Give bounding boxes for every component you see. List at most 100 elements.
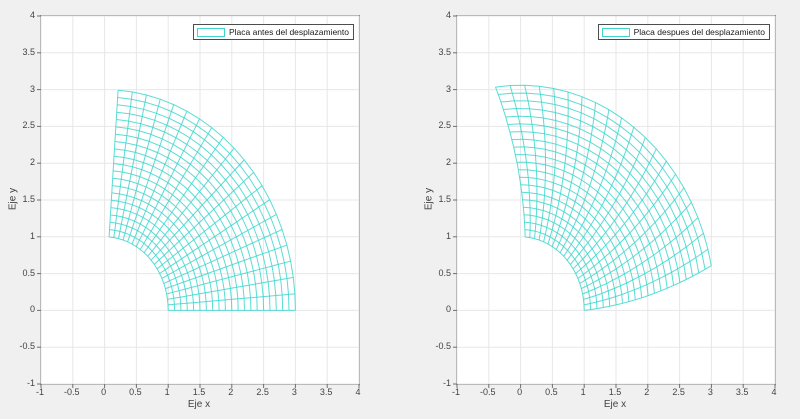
mesh-radial — [143, 137, 224, 253]
mesh-radial — [163, 229, 283, 284]
mesh-radial — [566, 127, 635, 261]
y-tick-label: 4 — [445, 10, 451, 20]
y-tick-label: 3 — [29, 83, 35, 94]
x-tick-label: 3 — [707, 387, 713, 397]
mesh-radial — [583, 248, 709, 306]
mesh-radial — [161, 213, 277, 279]
x-tick-label: 2.5 — [672, 387, 685, 397]
grid-lines — [456, 15, 776, 385]
x-tick-label: 3 — [291, 387, 297, 397]
legend-swatch-icon — [601, 27, 630, 37]
mesh-radial — [150, 159, 245, 261]
legend-label: Placa despues del desplazamiento — [633, 27, 765, 37]
x-axis-label: Eje x — [187, 399, 211, 410]
mesh-radial — [495, 86, 526, 238]
tick-marks — [37, 15, 360, 388]
y-tick-label: 2.5 — [438, 120, 451, 131]
mesh-radial — [583, 232, 704, 300]
legend-label: Placa antes del desplazamiento — [228, 27, 349, 37]
mesh-lines — [108, 89, 296, 311]
y-tick-label: 0.5 — [22, 267, 35, 278]
mesh-after-canvas — [453, 15, 776, 388]
y-tick-label: 3.5 — [438, 46, 451, 57]
mesh-radial — [509, 85, 531, 238]
subplot-after: Placa despues del desplazamiento -1 -0.5 0… — [400, 0, 800, 419]
y-tick-label: -1 — [442, 378, 451, 388]
mesh-radial — [156, 185, 263, 270]
mesh-radial — [118, 94, 147, 239]
plot-area-after: Placa despues del desplazamiento — [453, 15, 776, 388]
y-tick-label: -1 — [26, 378, 35, 388]
mesh-radial — [159, 199, 270, 274]
x-tick-label: 1 — [164, 387, 170, 397]
mesh-radial — [577, 173, 676, 279]
mesh-radial — [165, 244, 288, 290]
y-tick-label: 2.5 — [22, 120, 35, 131]
mesh-radial — [113, 91, 133, 238]
y-tick-label: 4 — [29, 10, 35, 20]
mesh-radial — [139, 127, 213, 250]
x-tick-label: 2 — [228, 387, 234, 397]
mesh-radial — [575, 160, 667, 274]
x-tick-label: 4 — [355, 387, 361, 397]
mesh-radial — [108, 90, 119, 238]
mesh-radial — [569, 137, 646, 265]
x-axis-label: Eje x — [603, 399, 627, 410]
mesh-radial — [127, 104, 175, 242]
mesh-arc — [109, 236, 169, 311]
x-tick-label: 0 — [101, 387, 107, 397]
mesh-lines — [495, 84, 712, 311]
x-tick-label: 2.5 — [256, 387, 269, 397]
mesh-radial — [147, 147, 235, 257]
mesh-radial — [166, 260, 291, 295]
mesh-radial — [547, 91, 569, 245]
x-tick-label: -0.5 — [64, 387, 80, 397]
mesh-radial — [559, 109, 610, 253]
mesh-radial — [153, 172, 254, 265]
mesh-radial — [167, 276, 294, 300]
mesh-radial — [584, 265, 712, 311]
mesh-arc — [525, 236, 585, 311]
mesh-before-canvas — [37, 15, 360, 388]
mesh-radial — [582, 217, 699, 295]
plot-area-before: Placa antes del desplazamiento — [37, 15, 360, 388]
y-tick-label: 1 — [29, 230, 35, 241]
y-tick-label: 1.5 — [438, 194, 451, 204]
x-tick-label: 4 — [771, 387, 777, 397]
x-tick-label: 1 — [580, 387, 586, 397]
x-tick-label: 0.5 — [545, 387, 558, 397]
y-tick-label: 2 — [29, 157, 35, 168]
mesh-radial — [572, 148, 657, 270]
mesh-radial — [538, 86, 546, 241]
x-tick-label: 0.5 — [129, 387, 142, 397]
subplot-before: Placa antes del desplazamiento -1 -0.5 0 0.… — [8, 10, 361, 410]
y-tick-label: 3 — [445, 83, 451, 94]
mesh-radial — [581, 202, 692, 290]
mesh-radial — [167, 293, 295, 306]
y-tick-label: 2 — [445, 157, 451, 168]
mesh-radial — [135, 118, 200, 247]
grid-lines — [40, 15, 360, 385]
x-tick-label: -1 — [451, 387, 460, 397]
legend: Placa antes del desplazamiento — [192, 24, 354, 40]
mesh-arc — [524, 221, 598, 309]
tick-marks — [453, 15, 776, 388]
y-tick-label: 3.5 — [22, 46, 35, 57]
x-tick-label: 1.5 — [608, 387, 622, 397]
x-tick-label: 1.5 — [192, 387, 206, 397]
y-tick-label: 1.5 — [22, 194, 35, 204]
mesh-radial — [555, 102, 597, 250]
mesh-radial — [131, 111, 188, 245]
mesh-radial — [563, 117, 623, 257]
y-tick-label: -0.5 — [19, 341, 35, 352]
legend: Placa despues del desplazamiento — [597, 24, 770, 40]
y-tick-label: 0 — [445, 304, 451, 315]
x-tick-label: 3.5 — [319, 387, 333, 397]
x-tick-label: 2 — [644, 387, 650, 397]
y-axis-label: Eje y — [423, 187, 435, 211]
mesh-radial — [543, 88, 557, 242]
x-tick-label: 0 — [517, 387, 523, 397]
mesh-radial — [122, 99, 161, 241]
x-tick-label: 3.5 — [735, 387, 749, 397]
